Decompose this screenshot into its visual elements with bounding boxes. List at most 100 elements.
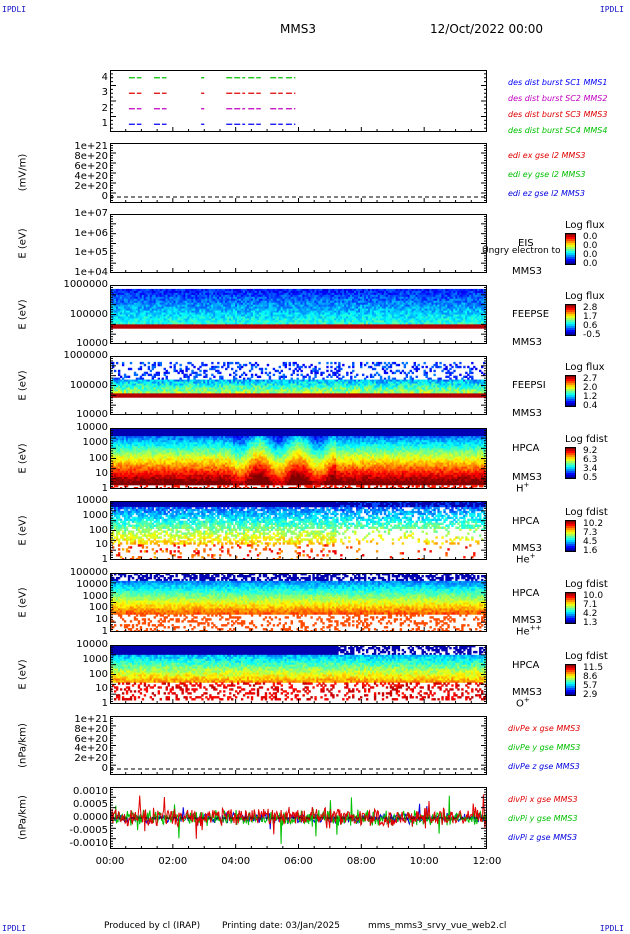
colorbar-title-hpca_he: Log fdist: [565, 507, 608, 518]
y-tick-label-edi: 8e+20: [74, 151, 108, 162]
y-tick-label-hpca_he: 10000: [76, 495, 108, 506]
plot-hpca_hepp: [110, 573, 487, 632]
y-tick-label-divpi: -0.0005: [69, 825, 108, 836]
legend-divpe-0: divPe x gse MMS3: [508, 724, 580, 733]
colorbar-value-feepse-0: 2.8: [583, 303, 597, 313]
legend-divpi-0: divPi x gse MMS3: [508, 795, 578, 804]
colorbar-value-hpca_h-3: 0.5: [583, 473, 597, 483]
spacecraft-label-hpca_o: MMS3: [512, 687, 542, 698]
colorbar-hpca_h: [565, 447, 576, 479]
y-axis-label-hpca_hepp: E (eV): [18, 567, 29, 637]
colorbar-title-eis: Log flux: [565, 220, 605, 231]
species-name: O: [516, 698, 524, 709]
colorbar-feepse: [565, 304, 576, 336]
spacecraft-label-feepsi: MMS3: [512, 408, 542, 419]
legend-divpi-2: divPi z gse MMS3: [508, 833, 577, 842]
instrument-label-hpca_he: HPCA: [512, 516, 539, 527]
instrument-label-feepsi: FEEPSI: [512, 380, 546, 391]
y-tick-label-hpca_h: 10: [95, 468, 108, 479]
spacecraft-label-hpca_hepp: MMS3: [512, 615, 542, 626]
legend-burst-3: des dist burst SC4 MMS4: [508, 126, 607, 135]
legend-divpi-1: divPi y gse MMS3: [508, 814, 578, 823]
species-charge: +: [524, 696, 530, 704]
colorbar-value-hpca_hepp-3: 1.3: [583, 618, 597, 628]
colorbar-value-hpca_he-1: 7.3: [583, 528, 597, 538]
y-tick-label-burst: 3: [102, 87, 108, 98]
y-tick-label-burst: 2: [102, 103, 108, 114]
species-name: He: [516, 626, 530, 637]
corner-label-bottom-left: IPDLI: [2, 924, 26, 933]
colorbar-title-feepsi: Log flux: [565, 362, 605, 373]
legend-divpe-2: divPe z gse MMS3: [508, 762, 580, 771]
legend-divpe-1: divPe y gse MMS3: [508, 743, 580, 752]
species-label-hpca_h: H+: [516, 481, 529, 494]
footer-file: mms_mms3_srvy_vue_web2.cl: [368, 921, 506, 931]
plot-hpca_he: [110, 501, 487, 560]
y-axis-label-hpca_he: E (eV): [18, 495, 29, 565]
y-tick-label-edi: 6e+20: [74, 161, 108, 172]
plot-eis: [110, 214, 487, 273]
corner-label-top-left: IPDLI: [2, 5, 26, 14]
colorbar-title-hpca_hepp: Log fdist: [565, 579, 608, 590]
instrument-label-eis: EIS: [518, 238, 534, 249]
y-axis-label-divpe: (nPa/km): [18, 710, 29, 780]
y-tick-label-hpca_hepp: 1: [102, 626, 108, 637]
y-tick-label-hpca_h: 1000: [83, 437, 108, 448]
colorbar-value-eis-3: 0.0: [583, 259, 597, 269]
y-tick-label-feepse: 10000: [76, 338, 108, 349]
page-title: MMS3: [280, 22, 316, 36]
colorbar-value-feepse-3: -0.5: [583, 330, 601, 340]
y-tick-label-hpca_hepp: 1000: [83, 591, 108, 602]
colorbar-value-hpca_hepp-2: 4.2: [583, 609, 597, 619]
y-axis-label-hpca_h: E (eV): [18, 423, 29, 493]
y-axis-label-hpca_o: E (eV): [18, 639, 29, 709]
y-tick-label-feepsi: 10000: [76, 409, 108, 420]
colorbar-title-hpca_h: Log fdist: [565, 434, 608, 445]
species-charge: ++: [530, 624, 542, 632]
legend-burst-0: des dist burst SC1 MMS1: [508, 78, 607, 87]
corner-label-bottom-right: IPDLI: [600, 924, 624, 933]
x-tick-label: 06:00: [284, 856, 313, 867]
y-tick-label-hpca_he: 100: [89, 525, 108, 536]
y-tick-label-burst: 4: [102, 72, 108, 83]
spacecraft-label-feepse: MMS3: [512, 337, 542, 348]
colorbar-value-hpca_o-2: 5.7: [583, 681, 597, 691]
y-axis-label-feepsi: E (eV): [18, 350, 29, 420]
legend-edi-1: edi ey gse l2 MMS3: [508, 170, 586, 179]
x-tick-label: 00:00: [96, 856, 125, 867]
spacecraft-label-hpca_h: MMS3: [512, 472, 542, 483]
y-tick-label-edi: 2e+20: [74, 181, 108, 192]
spacecraft-label-eis: MMS3: [512, 266, 542, 277]
y-tick-label-edi: 0: [102, 191, 108, 202]
y-tick-label-divpi: -0.0010: [69, 838, 108, 849]
colorbar-value-hpca_hepp-0: 10.0: [583, 591, 603, 601]
y-tick-label-divpi: 0.0005: [73, 799, 108, 810]
x-tick-label: 02:00: [158, 856, 187, 867]
legend-burst-2: des dist burst SC3 MMS3: [508, 110, 607, 119]
colorbar-feepsi: [565, 375, 576, 407]
y-tick-label-feepsi: 100000: [70, 380, 108, 391]
x-tick-label: 12:00: [473, 856, 502, 867]
colorbar-title-feepse: Log flux: [565, 291, 605, 302]
colorbar-value-hpca_h-1: 6.3: [583, 455, 597, 465]
instrument-label-hpca_hepp: HPCA: [512, 588, 539, 599]
colorbar-value-feepse-1: 1.7: [583, 312, 597, 322]
y-tick-label-divpe: 4e+20: [74, 743, 108, 754]
colorbar-value-eis-0: 0.0: [583, 232, 597, 242]
x-tick-label: 08:00: [347, 856, 376, 867]
colorbar-value-hpca_h-2: 3.4: [583, 464, 597, 474]
y-tick-label-divpe: 0: [102, 763, 108, 774]
colorbar-value-hpca_he-3: 1.6: [583, 546, 597, 556]
plot-hpca_h: [110, 428, 487, 489]
overlay-text-eis: Ungry electron to: [482, 246, 561, 256]
y-tick-label-divpi: 0.0010: [73, 786, 108, 797]
y-tick-label-feepse: 100000: [70, 309, 108, 320]
x-tick-label: 10:00: [410, 856, 439, 867]
colorbar-value-hpca_o-3: 2.9: [583, 690, 597, 700]
y-tick-label-hpca_he: 10: [95, 539, 108, 550]
y-tick-label-edi: 1e+21: [74, 141, 108, 152]
spacecraft-label-hpca_he: MMS3: [512, 543, 542, 554]
y-tick-label-hpca_o: 1000: [83, 654, 108, 665]
y-tick-label-eis: 1e+04: [74, 267, 108, 278]
species-label-hpca_hepp: He++: [516, 624, 541, 637]
